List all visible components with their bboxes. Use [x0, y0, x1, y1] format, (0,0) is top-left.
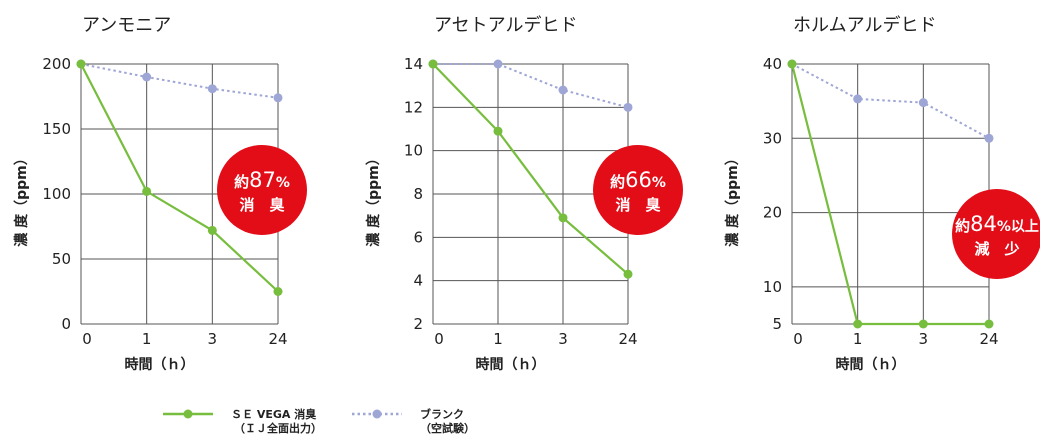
- legend-label-blank-1: ブランク: [420, 407, 464, 421]
- y-tick-label: 2: [413, 315, 423, 333]
- legend: ＳＥ VEGA 消臭 （ＩＪ全面出力） ブランク （空試験）: [163, 407, 475, 435]
- data-point-s0-3: [274, 287, 283, 296]
- x-tick-label: 0: [434, 330, 444, 348]
- x-tick-label: 1: [142, 330, 152, 348]
- series-line-0: [792, 64, 989, 324]
- x-tick-label: 24: [618, 330, 637, 348]
- y-tick-label: 10: [763, 278, 782, 296]
- x-tick-label: 1: [493, 330, 503, 348]
- data-point-s0-3: [624, 270, 633, 279]
- data-point-s0-2: [559, 213, 568, 222]
- data-point-s1-3: [274, 93, 283, 102]
- data-point-s0-2: [208, 226, 217, 235]
- data-point-s1-1: [853, 94, 862, 103]
- reduction-badge: 約66% 消 臭: [593, 145, 683, 235]
- x-tick-label: 3: [558, 330, 568, 348]
- legend-marker-blank: [373, 410, 382, 419]
- x-tick-label: 24: [979, 330, 998, 348]
- y-tick-label: 8: [413, 185, 423, 203]
- y-axis-label: 濃 度（ppm）: [724, 151, 741, 247]
- data-point-s0-0: [429, 60, 438, 69]
- data-point-s1-1: [142, 73, 151, 82]
- badge-line-2: 消 臭: [239, 196, 284, 214]
- data-point-s1-2: [919, 98, 928, 107]
- badge-prefix: 約: [610, 173, 625, 191]
- legend-label-sevega-1: ＳＥ VEGA 消臭: [231, 407, 316, 421]
- x-axis-label: 時間（ｈ）: [125, 356, 195, 373]
- badge-suffix: %以上: [997, 219, 1039, 235]
- data-point-s1-2: [208, 84, 217, 93]
- chart-panel-2: ホルムアルデヒド 5 10 20 30 40 0 1 3 24 時間（ｈ） 濃 度（ppm） 約84%以…: [724, 15, 1040, 373]
- reduction-badge: 約87% 消 臭: [217, 145, 307, 235]
- chart-title: ホルムアルデヒド: [793, 15, 936, 36]
- data-point-s0-0: [788, 60, 797, 69]
- y-tick-label: 14: [404, 55, 423, 73]
- badge-suffix: %: [276, 175, 290, 191]
- data-point-s1-2: [559, 86, 568, 95]
- y-tick-label: 12: [404, 98, 423, 116]
- data-point-s1-1: [494, 60, 503, 69]
- badge-line-2: 消 臭: [615, 196, 660, 214]
- legend-marker-sevega: [184, 410, 193, 419]
- x-axis-label: 時間（ｈ）: [476, 356, 546, 373]
- series-line-1: [81, 64, 278, 98]
- chart-title: アセトアルデヒド: [434, 15, 577, 36]
- data-point-s1-3: [985, 134, 994, 143]
- y-tick-label: 6: [413, 228, 423, 246]
- badge-suffix: %: [652, 175, 666, 191]
- badge-prefix: 約: [234, 173, 249, 191]
- data-point-s0-0: [77, 60, 86, 69]
- y-tick-label: 20: [763, 204, 782, 222]
- data-point-s0-1: [494, 127, 503, 136]
- x-axis-label: 時間（ｈ）: [836, 356, 906, 373]
- y-tick-label: 4: [413, 272, 423, 290]
- legend-label-blank-2: （空試験）: [420, 421, 475, 435]
- x-tick-label: 3: [208, 330, 218, 348]
- x-tick-label: 0: [82, 330, 92, 348]
- x-tick-label: 24: [268, 330, 287, 348]
- y-tick-label: 0: [61, 315, 71, 333]
- y-tick-label: 150: [42, 120, 71, 138]
- y-tick-label: 50: [52, 250, 71, 268]
- data-point-s1-3: [624, 103, 633, 112]
- badge-percent-value: 87: [249, 168, 276, 192]
- reduction-badge: 約84%以上減 少: [952, 189, 1040, 279]
- chart-title: アンモニア: [82, 15, 171, 36]
- x-tick-label: 3: [919, 330, 929, 348]
- y-tick-label: 200: [42, 55, 71, 73]
- data-point-s0-3: [985, 320, 994, 329]
- badge-prefix: 約: [955, 217, 970, 235]
- badge-percent-value: 66: [625, 168, 652, 192]
- badge-percent-value: 84: [970, 212, 997, 236]
- y-axis-label: 濃 度（ppm）: [365, 151, 382, 247]
- series-line-1: [792, 64, 989, 138]
- y-axis-label: 濃 度（ppm）: [13, 151, 30, 247]
- data-point-s0-2: [919, 320, 928, 329]
- series-line-1: [433, 64, 628, 107]
- chart-panel-0: アンモニア 0 50 100 150 200 0 1 3 24 時間（ｈ） 濃 度（ppm） 約87% 消…: [13, 15, 307, 373]
- y-tick-label: 10: [404, 142, 423, 160]
- y-tick-label: 5: [772, 315, 782, 333]
- y-tick-label: 30: [763, 129, 782, 147]
- legend-label-sevega-2: （ＩＪ全面出力）: [234, 421, 322, 435]
- badge-line-2: 減 少: [974, 240, 1019, 258]
- data-point-s0-1: [853, 320, 862, 329]
- x-tick-label: 1: [853, 330, 863, 348]
- y-tick-label: 100: [42, 185, 71, 203]
- data-point-s0-1: [142, 187, 151, 196]
- y-tick-label: 40: [763, 55, 782, 73]
- x-tick-label: 0: [793, 330, 803, 348]
